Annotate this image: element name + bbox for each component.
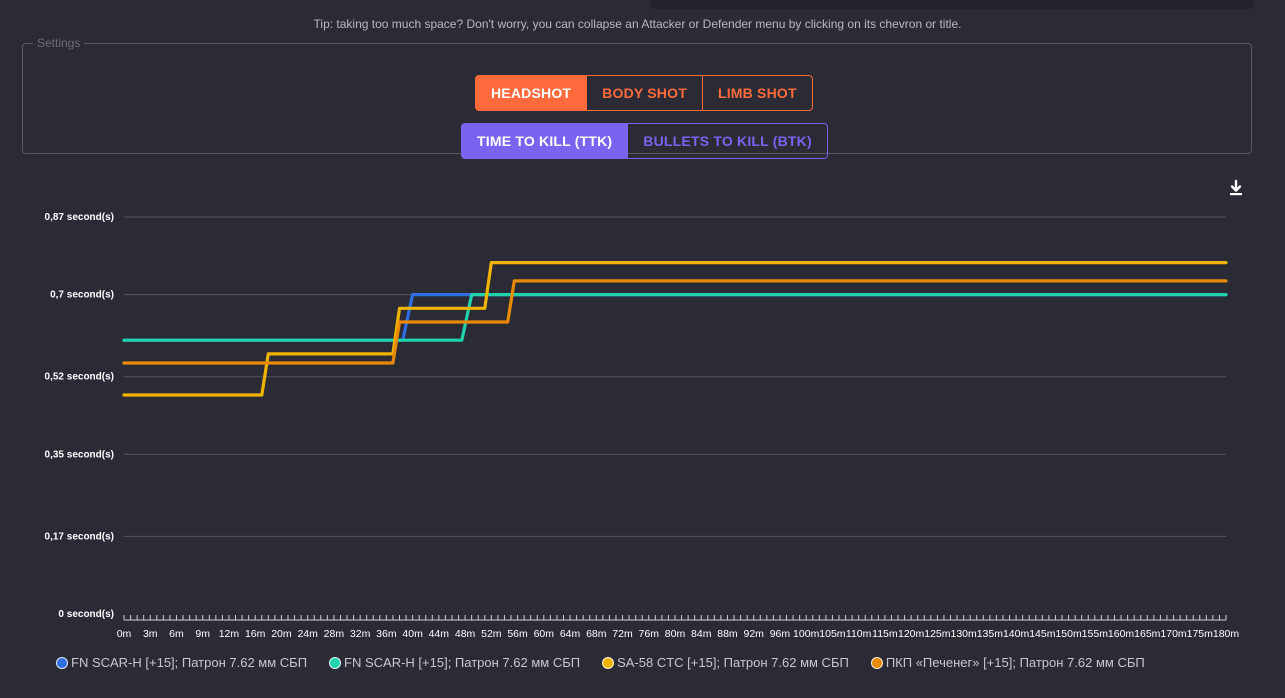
x-tick-label: 28m <box>324 628 345 640</box>
legend-label: FN SCAR-H [+15]; Патрон 7.62 мм СБП <box>71 655 308 670</box>
x-tick-label: 110m <box>846 628 872 640</box>
btk-button[interactable]: BULLETS TO KILL (BTK) <box>627 123 828 159</box>
x-tick-label: 9m <box>195 628 210 640</box>
hit-zone-toggle-group: HEADSHOT BODY SHOT LIMB SHOT <box>475 75 813 111</box>
y-tick-label: 0,17 second(s) <box>45 531 114 542</box>
x-tick-label: 12m <box>219 628 240 640</box>
x-tick-label: 84m <box>691 628 712 640</box>
x-tick-label: 100m <box>793 628 820 640</box>
x-tick-label: 115m <box>872 628 898 640</box>
download-icon[interactable] <box>1226 178 1246 198</box>
legend-item-sa58[interactable]: SA-58 CTC [+15]; Патрон 7.62 мм СБП <box>602 655 849 670</box>
series-line-1 <box>122 293 1228 342</box>
x-tick-label: 16m <box>245 628 266 640</box>
y-tick-label: 0 second(s) <box>58 609 114 620</box>
x-tick-label: 56m <box>507 628 528 640</box>
x-tick-label: 130m <box>950 628 977 640</box>
x-tick-label: 64m <box>560 628 581 640</box>
headshot-button[interactable]: HEADSHOT <box>475 75 588 111</box>
x-tick-label: 165m <box>1134 628 1161 640</box>
y-tick-label: 0,7 second(s) <box>50 290 114 301</box>
x-tick-label: 155m <box>1082 628 1109 640</box>
x-tick-label: 20m <box>271 628 292 640</box>
x-tick-label: 92m <box>743 628 764 640</box>
settings-legend: Settings <box>37 36 81 50</box>
series-line-0 <box>122 293 1228 342</box>
legend-item-scar-blue[interactable]: FN SCAR-H [+15]; Патрон 7.62 мм СБП <box>56 655 307 670</box>
legend-dot-icon <box>602 656 615 669</box>
x-tick-label: 40m <box>402 628 423 640</box>
x-tick-label: 44m <box>429 628 450 640</box>
x-tick-label: 76m <box>639 628 660 640</box>
tip-text: Tip: taking too much space? Don't worry,… <box>313 17 962 31</box>
x-tick-label: 150m <box>1055 628 1082 640</box>
legend-dot-icon <box>870 656 883 669</box>
x-tick-label: 145m <box>1029 628 1056 640</box>
x-tick-label: 120m <box>898 628 925 640</box>
legend-label: FN SCAR-H [+15]; Патрон 7.62 мм СБП <box>344 655 581 670</box>
x-tick-label: 0m <box>117 628 132 640</box>
x-tick-label: 36m <box>376 628 397 640</box>
legend-label: SA-58 CTC [+15]; Патрон 7.62 мм СБП <box>617 655 849 670</box>
ttk-chart: 0 second(s) 0,17 second(s) 0,35 second(s) 0… <box>45 212 1240 640</box>
x-tick-label: 6m <box>169 628 184 640</box>
x-tick-label: 96m <box>770 628 791 640</box>
y-tick-label: 0,87 second(s) <box>45 212 114 223</box>
x-tick-label: 140m <box>1003 628 1030 640</box>
x-tick-label: 125m <box>924 628 951 640</box>
ttk-button[interactable]: TIME TO KILL (TTK) <box>461 123 629 159</box>
x-tick-label: 68m <box>586 628 607 640</box>
legend-dot-icon <box>56 656 68 669</box>
x-tick-label: 88m <box>717 628 738 640</box>
x-tick-label: 3m <box>143 628 158 640</box>
x-tick-label: 180m <box>1213 628 1240 640</box>
x-tick-label: 170m <box>1160 628 1187 640</box>
y-tick-label: 0,35 second(s) <box>45 449 114 460</box>
x-tick-label: 52m <box>481 628 502 640</box>
x-tick-label: 32m <box>350 628 371 640</box>
x-tick-label: 60m <box>534 628 555 640</box>
legend-label: ПКП «Печенег» [+15]; Патрон 7.62 мм СБП <box>885 655 1145 670</box>
chart-legend: FN SCAR-H [+15]; Патрон 7.62 мм СБП FN S… <box>56 655 1145 670</box>
legend-item-scar-teal[interactable]: FN SCAR-H [+15]; Патрон 7.62 мм СБП <box>329 655 580 670</box>
x-tick-label: 48m <box>455 628 476 640</box>
legend-dot-icon <box>329 656 342 669</box>
x-tick-label: 105m <box>819 628 846 640</box>
mode-toggle-group: TIME TO KILL (TTK) BULLETS TO KILL (BTK) <box>461 123 828 159</box>
x-tick-label: 135m <box>977 628 1004 640</box>
x-tick-label: 175m <box>1187 628 1214 640</box>
top-panel-edge <box>650 0 1254 9</box>
x-tick-label: 24m <box>297 628 318 640</box>
series-line-3 <box>122 279 1228 365</box>
x-tick-label: 80m <box>665 628 686 640</box>
x-tick-label: 72m <box>612 628 633 640</box>
limb-shot-button[interactable]: LIMB SHOT <box>701 75 813 111</box>
y-tick-label: 0,52 second(s) <box>45 372 114 383</box>
legend-item-pkp[interactable]: ПКП «Печенег» [+15]; Патрон 7.62 мм СБП <box>870 655 1145 670</box>
series-line-2 <box>122 261 1228 397</box>
settings-panel: Settings HEADSHOT BODY SHOT LIMB SHOT TI… <box>22 36 1252 159</box>
x-tick-label: 160m <box>1108 628 1135 640</box>
